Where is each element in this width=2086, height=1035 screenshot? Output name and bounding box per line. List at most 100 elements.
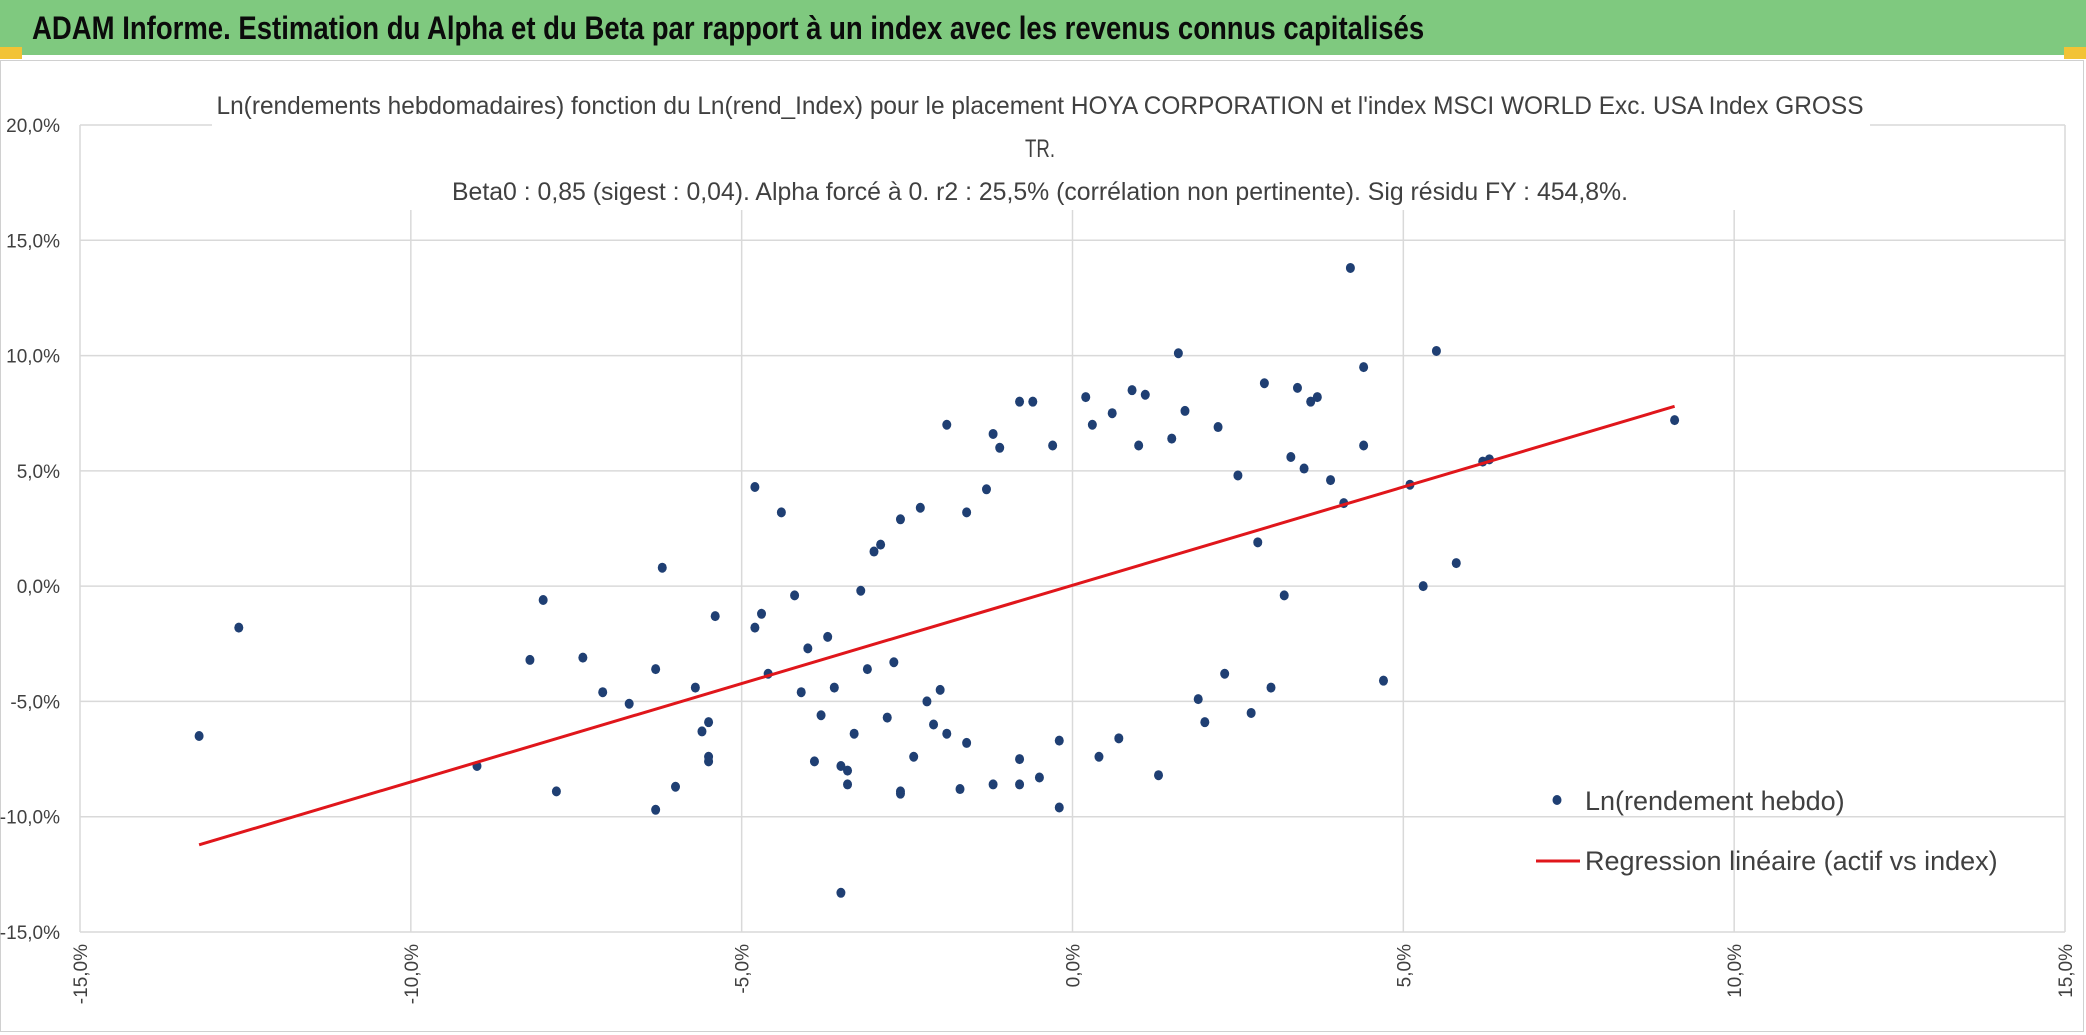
- scatter-point: [1087, 419, 1097, 430]
- scatter-point: [1246, 707, 1256, 718]
- scatter-point: [651, 804, 661, 815]
- scatter-point: [1259, 378, 1269, 389]
- scatter-point: [551, 786, 561, 797]
- scatter-point: [1451, 558, 1461, 569]
- scatter-point: [895, 788, 905, 799]
- scatter-point: [671, 781, 680, 792]
- x-tick-label: 15,0%: [2056, 944, 2077, 998]
- scatter-point: [995, 442, 1005, 453]
- x-tick-label: 0,0%: [1064, 944, 1085, 987]
- scatter-point: [856, 585, 866, 596]
- scatter-point: [942, 728, 952, 739]
- scatter-point: [1114, 733, 1124, 744]
- scatter-point: [823, 631, 833, 642]
- scatter-point: [1670, 415, 1680, 426]
- scatter-point: [876, 539, 886, 550]
- regression-line-layer: [198, 404, 1676, 847]
- scatter-point: [915, 502, 925, 513]
- scatter-point: [234, 622, 244, 633]
- scatter-point: [704, 717, 714, 728]
- scatter-point: [1286, 452, 1296, 463]
- scatter-point: [1299, 463, 1309, 474]
- scatter-point: [962, 507, 972, 518]
- y-tick-label: 15,0%: [6, 231, 60, 252]
- scatter-point: [1048, 440, 1058, 451]
- scatter-point: [750, 481, 760, 492]
- scatter-point: [1213, 422, 1223, 433]
- scatter-point: [1054, 802, 1064, 813]
- scatter-points: [194, 262, 1680, 898]
- scatter-point: [1134, 440, 1144, 451]
- scatter-point: [829, 682, 839, 693]
- scatter-point: [1359, 362, 1369, 373]
- report-header: ADAM Informe. Estimation du Alpha et du …: [0, 0, 2086, 59]
- scatter-point: [889, 657, 899, 668]
- scatter-point: [1081, 392, 1091, 403]
- legend: Ln(rendement hebdo) Regression linéaire (…: [1536, 786, 1998, 876]
- x-tick-label: -10,0%: [402, 944, 423, 1004]
- scatter-point: [1220, 668, 1230, 679]
- scatter-point: [1015, 754, 1025, 765]
- x-tick-label: 10,0%: [1725, 944, 1746, 998]
- scatter-point: [651, 664, 661, 675]
- y-tick-label: 5,0%: [17, 462, 60, 483]
- scatter-point: [538, 594, 548, 605]
- legend-marker-scatter: [1552, 795, 1562, 805]
- scatter-point: [1094, 751, 1104, 762]
- scatter-point: [988, 428, 998, 439]
- scatter-point: [1028, 396, 1038, 407]
- scatter-point: [843, 765, 853, 776]
- scatter-point: [1015, 779, 1025, 790]
- scatter-point: [922, 696, 932, 707]
- scatter-point: [869, 546, 879, 557]
- regression-line: [198, 404, 1676, 847]
- axes: -15,0% -10,0% -5,0% 0,0% 5,0% 10,0% 15,0% 20,0%…: [0, 116, 2077, 1004]
- scatter-point: [1378, 675, 1388, 686]
- scatter-point: [1431, 345, 1441, 356]
- scatter-point: [750, 622, 760, 633]
- y-tick-label: -15,0%: [0, 923, 60, 944]
- scatter-point: [790, 590, 800, 601]
- scatter-point: [895, 514, 905, 525]
- scatter-point: [1180, 405, 1190, 416]
- scatter-point: [942, 419, 952, 430]
- scatter-point: [1306, 396, 1316, 407]
- scatter-point: [1054, 735, 1064, 746]
- scatter-point: [843, 779, 853, 790]
- legend-label-regression: Regression linéaire (actif vs index): [1585, 846, 1998, 876]
- header-corner-left: [0, 47, 22, 59]
- y-tick-label: -10,0%: [0, 808, 60, 829]
- chart-area: [0, 60, 2084, 1032]
- scatter-point: [935, 684, 945, 695]
- scatter-point: [909, 751, 919, 762]
- scatter-point: [710, 611, 720, 622]
- scatter-point: [598, 687, 608, 698]
- scatter-point: [1253, 537, 1263, 548]
- scatter-point: [962, 737, 972, 748]
- scatter-point: [1233, 470, 1243, 481]
- scatter-point: [836, 760, 846, 771]
- scatter-point: [981, 484, 991, 495]
- scatter-point: [194, 731, 204, 742]
- scatter-point: [882, 712, 892, 723]
- scatter-point: [525, 654, 535, 665]
- report-title: ADAM Informe. Estimation du Alpha et du …: [32, 10, 1425, 46]
- scatter-point: [796, 687, 806, 698]
- scatter-point: [809, 756, 819, 767]
- scatter-point: [578, 652, 588, 663]
- scatter-point: [1266, 682, 1276, 693]
- scatter-point: [1015, 396, 1025, 407]
- scatter-point: [803, 643, 813, 654]
- scatter-point: [1193, 694, 1203, 705]
- scatter-point: [1154, 770, 1164, 781]
- scatter-point: [988, 779, 998, 790]
- chart-title-line: Beta0 : 0,85 (sigest : 0,04). Alpha forc…: [452, 178, 1628, 206]
- scatter-point: [1140, 389, 1150, 400]
- x-tick-label: -5,0%: [733, 944, 754, 994]
- scatter-point: [1345, 262, 1355, 273]
- scatter-point: [1326, 475, 1336, 486]
- scatter-point: [836, 887, 846, 898]
- scatter-point: [862, 664, 872, 675]
- y-tick-label: 10,0%: [6, 347, 60, 368]
